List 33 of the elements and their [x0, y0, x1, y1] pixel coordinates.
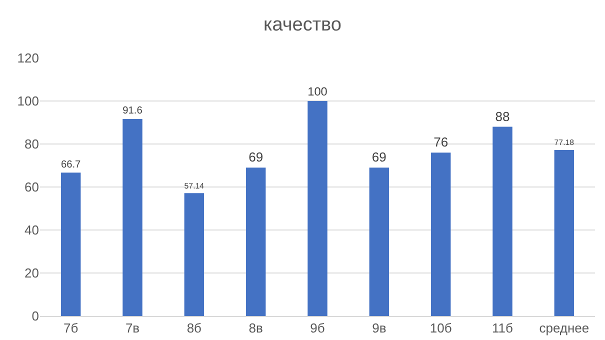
y-tick-label: 20	[24, 266, 39, 281]
x-tick-label: 8в	[248, 320, 263, 336]
x-tick-label: 7в	[125, 320, 140, 336]
y-tick-label: 100	[17, 94, 39, 109]
x-tick-label: среднее	[539, 320, 590, 336]
bar	[554, 150, 574, 316]
data-label: 76	[434, 134, 448, 150]
y-tick-label: 60	[24, 180, 39, 195]
x-tick-label: 8б	[186, 320, 202, 336]
x-tick-label: 11б	[492, 320, 513, 336]
x-tick-label: 9в	[372, 320, 386, 336]
bar	[492, 126, 512, 316]
y-tick-label: 120	[17, 50, 39, 66]
bar	[430, 152, 451, 316]
y-tick-label: 80	[24, 136, 39, 152]
bar	[308, 101, 328, 316]
x-tick-label: 7б	[63, 320, 78, 336]
bar	[60, 172, 81, 316]
data-label: 88	[495, 108, 510, 124]
bar	[246, 168, 266, 316]
bar	[369, 168, 390, 316]
data-label: 69	[372, 150, 386, 165]
chart-title: качество	[264, 14, 342, 36]
y-tick-label: 40	[24, 222, 39, 238]
x-tick-label: 9б	[310, 320, 325, 336]
data-label: 100	[308, 84, 328, 98]
bar	[122, 119, 142, 316]
data-label: 66.7	[60, 159, 82, 170]
bar	[184, 193, 204, 316]
data-label: 69	[248, 150, 264, 165]
x-tick-label: 10б	[430, 320, 452, 336]
data-label: 91.6	[122, 106, 143, 117]
y-tick-label: 0	[32, 308, 39, 324]
